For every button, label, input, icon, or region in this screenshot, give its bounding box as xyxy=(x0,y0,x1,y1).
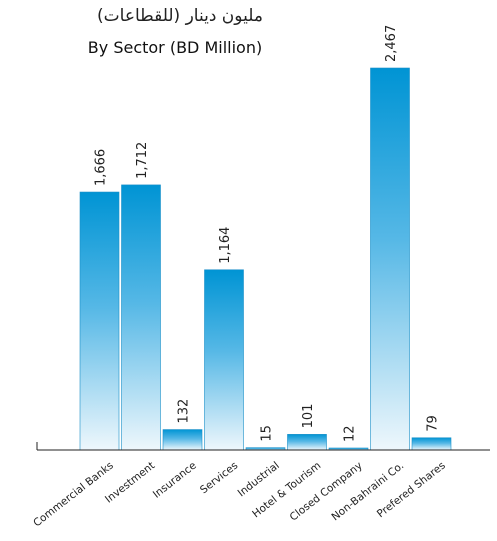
bar xyxy=(370,67,410,451)
category-tick-label: Insurance xyxy=(151,460,199,501)
bar-value-label: 79 xyxy=(426,415,441,432)
chart-subtitle: By Sector (BD Million) xyxy=(87,38,263,57)
bar-value-label: 2,467 xyxy=(384,25,399,62)
chart-title-arabic: مليون دينار (للقطاعات) xyxy=(97,6,263,26)
bar-value-label: 132 xyxy=(177,399,192,424)
bar xyxy=(204,269,244,451)
bar-value-label: 1,712 xyxy=(135,142,150,179)
bar xyxy=(411,437,452,451)
category-tick-label: Services xyxy=(198,460,240,497)
category-tick-label: Commercial Banks xyxy=(31,460,116,530)
category-tick-label: Non-Bahraini Co. xyxy=(329,460,406,524)
bar xyxy=(121,184,161,451)
bar xyxy=(162,429,203,451)
bar-value-label: 15 xyxy=(260,425,275,442)
bar-value-label: 1,164 xyxy=(218,227,233,264)
bar xyxy=(287,434,327,451)
bar xyxy=(79,191,120,451)
bar-value-label: 1,666 xyxy=(94,149,109,186)
bar-value-label: 101 xyxy=(301,404,316,429)
category-tick-label: Closed Company xyxy=(288,460,365,524)
bar-value-label: 12 xyxy=(343,425,358,442)
